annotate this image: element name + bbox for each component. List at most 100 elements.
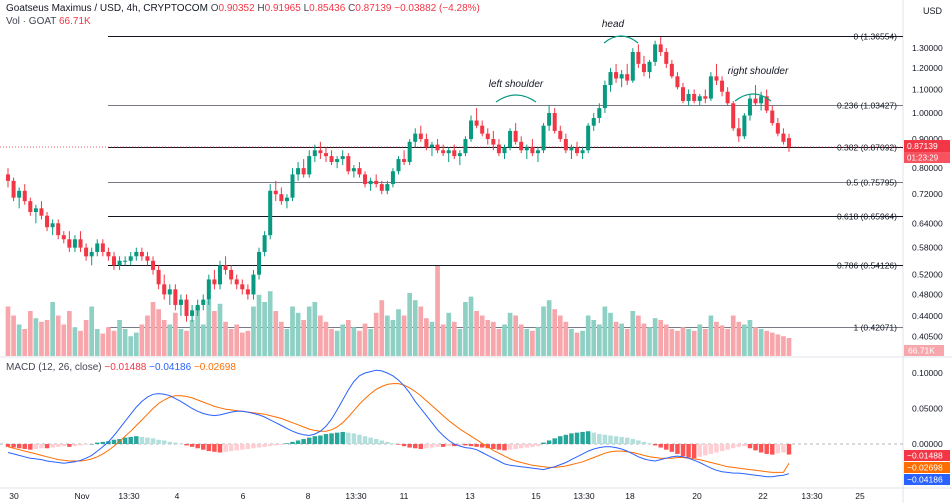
macd-hist-bar [267,444,273,447]
candle-body [575,147,580,154]
candle-body [725,91,730,104]
candle-body [552,113,557,131]
volume-bar [463,302,468,356]
fib-label: 0.236 (1.03427) [837,101,897,111]
currency-label[interactable]: USD [922,6,942,16]
macd-hist-bar [156,439,161,444]
candle-body [530,147,535,154]
volume-bar [150,302,156,356]
macd-hist-bar [558,436,563,444]
macd-hist-bar [83,444,89,445]
volume-bar [574,332,580,356]
macd-hist-bar [340,431,345,444]
candle-body [212,279,217,285]
macd-hist-bar [468,444,474,447]
macd-hist-bar [178,444,184,445]
candle-body [547,113,552,126]
macd-hist-bar [122,437,128,444]
price-tick-label: 0.80000 [912,163,943,173]
macd-axis[interactable]: 0.10000 0.05000 0.00000 −0.01488 −0.02698 −0.… [904,368,950,485]
macd-hist-bar [385,441,390,444]
volume-bar [530,330,535,356]
macd-signal-line [7,383,790,473]
volume-bar [161,320,167,356]
macd-hist-bar [401,444,407,447]
volume-bar [585,315,591,356]
candle-body [524,147,529,151]
volume-label: Vol · GOAT [6,16,57,27]
candle-body [251,274,256,295]
price-tick-label: 0.52000 [912,270,943,280]
candle-body [379,184,384,191]
candle-body [357,168,362,175]
candle-body [28,201,33,212]
macd-hist-bar [775,444,781,454]
candle-body [33,208,38,212]
volume-bar [680,327,686,356]
ohlc-l: L0.85436 [300,3,346,14]
candle-body [441,150,446,154]
candle-body [284,197,289,202]
volume-bar [490,321,496,356]
candle-body [586,125,591,151]
macd-hist-bar [173,442,178,444]
candle-body [95,243,100,252]
macd-hist-bar [33,444,39,449]
price-tick-label: 0.44000 [912,311,943,321]
price-tick-label: 0.64000 [912,218,943,228]
volume-bar [636,315,641,356]
macd-hist-bar [786,444,792,455]
volume-bar [340,324,346,356]
volume-bar [128,336,134,356]
time-tick-label: 8 [306,491,311,501]
volume-legend[interactable]: Vol · GOAT 66.71K [6,16,91,27]
candle-body [463,139,468,154]
candle-body [240,284,245,290]
macd-hist-bar [457,444,463,446]
left-shoulder-arc [495,94,537,103]
macd-hist-bar [396,444,401,445]
macd-hist-bar [585,431,591,444]
head-arc [603,35,639,44]
macd-legend[interactable]: MACD (12, 26, close) −0.01488 −0.04186 −… [6,362,236,373]
volume-bar [351,327,357,356]
candle-body [201,299,206,305]
macd-layer [0,369,903,478]
volume-bar [251,306,256,356]
candle-body [11,180,16,198]
price-axis[interactable]: 1.30000 1.20000 1.10000 1.00000 0.90000 0.800… [904,43,950,356]
chart-legend-main[interactable]: Goatseus Maximus / USD, 4h, CRYPTOCOM O0… [6,3,480,14]
macd-hist-bar [195,444,200,449]
candle-body [134,251,139,257]
volume-bar [33,318,39,356]
volume-bar [440,324,446,356]
fib-label: 0.786 (0.54126) [837,261,897,271]
time-tick-label: 13:30 [345,491,367,501]
candle-body [753,98,758,104]
volume-bar [647,327,652,356]
pattern-annotations: left shoulder head right shoulder [489,19,789,103]
volume-bar [652,318,658,356]
time-tick-label: 25 [855,491,865,501]
time-axis[interactable]: 30 Nov 13:30 4 6 8 13:30 11 13 15 13:30 18 20 22 13:30… [9,491,865,501]
fib-layer[interactable]: 0 (1.36554)0.236 (1.03427)0.382 (0.87092… [0,32,903,333]
volume-bar [379,300,385,356]
macd-hist-bar [530,444,535,447]
macd-badge [904,462,950,473]
candle-body [72,239,77,248]
macd-hist-bar [22,444,27,449]
macd-hist-bar [452,444,457,447]
macd-hist-bar [552,438,557,444]
volume-bar [228,329,234,356]
macd-hist-bar [418,444,424,449]
candle-body [234,279,239,285]
macd-hist-bar [563,434,569,444]
candle-body [675,76,680,88]
macd-hist-bar [764,444,769,454]
candle-body [513,130,518,142]
volume-bar [195,306,201,356]
macd-hist-bar [569,433,574,444]
macd-hist-bar [496,444,502,450]
volume-bar [435,266,440,356]
